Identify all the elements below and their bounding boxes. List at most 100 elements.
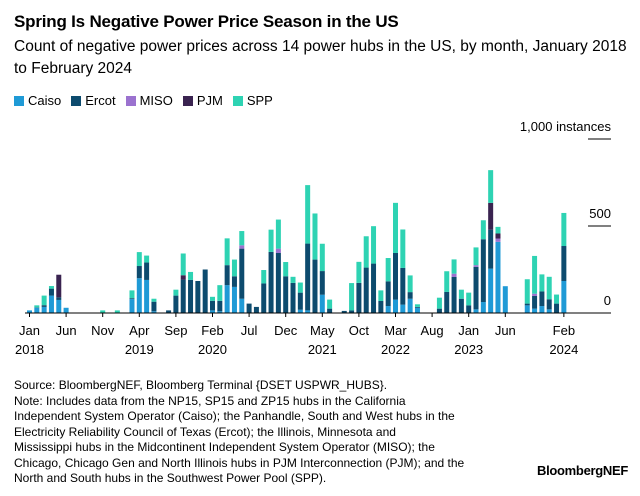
bar-spp xyxy=(488,170,494,203)
x-tick-label: Jul xyxy=(241,323,258,338)
legend-swatch xyxy=(14,95,24,106)
bar-ercot xyxy=(393,252,398,300)
bar-ercot xyxy=(275,252,281,313)
legend-label: MISO xyxy=(139,93,173,108)
bar-ercot xyxy=(385,281,391,307)
bar-ercot xyxy=(224,265,230,286)
bar-spp xyxy=(136,252,142,267)
bar-caiso xyxy=(495,241,501,313)
source-note: Source: BloombergNEF, Bloomberg Terminal… xyxy=(14,378,534,487)
source-line: Electricity Reliability Council of Texas… xyxy=(14,424,396,439)
bar-caiso xyxy=(239,298,245,313)
bar-spp xyxy=(524,279,530,304)
bar-ercot xyxy=(488,229,494,269)
x-year-label: 2018 xyxy=(15,342,44,357)
bar-spp xyxy=(349,283,355,311)
bar-caiso xyxy=(546,309,552,313)
bar-spp xyxy=(458,289,464,299)
x-tick-label: Dec xyxy=(274,323,298,338)
bar-caiso xyxy=(41,306,47,313)
bar-ercot xyxy=(48,288,54,296)
bar-caiso xyxy=(305,310,311,313)
bar-ercot xyxy=(524,303,530,306)
bar-ercot xyxy=(356,282,362,313)
bar-ercot xyxy=(41,305,47,307)
bar-spp xyxy=(407,275,413,293)
bar-pjm xyxy=(495,233,501,239)
bar-ercot xyxy=(371,263,377,313)
bar-ercot xyxy=(151,301,157,312)
bar-caiso xyxy=(144,279,150,313)
bar-caiso xyxy=(48,295,54,313)
x-year-label: 2021 xyxy=(308,342,337,357)
x-year-label: 2024 xyxy=(549,342,578,357)
bar-ercot xyxy=(253,306,259,313)
bar-caiso xyxy=(224,285,230,313)
bar-caiso xyxy=(27,310,32,313)
source-line: Source: BloombergNEF, Bloomberg Terminal… xyxy=(14,378,388,392)
legend-label: SPP xyxy=(246,93,273,108)
bar-spp xyxy=(319,243,325,272)
bar-ercot xyxy=(129,298,135,300)
bar-ercot xyxy=(188,279,194,313)
legend-item-ercot: Ercot xyxy=(71,93,116,108)
bar-spp xyxy=(444,271,450,292)
bar-ercot xyxy=(239,248,245,299)
bar-ercot xyxy=(319,271,325,295)
bar-ercot xyxy=(473,266,479,310)
bar-caiso xyxy=(561,280,567,313)
bar-spp xyxy=(363,236,369,268)
bar-spp xyxy=(261,270,267,284)
bar-caiso xyxy=(129,299,135,313)
bar-ercot xyxy=(444,291,450,313)
bar-ercot xyxy=(173,295,179,313)
bar-ercot xyxy=(290,282,296,313)
bar-ercot xyxy=(144,262,150,280)
bar-ercot xyxy=(436,308,442,313)
bar-ercot xyxy=(349,310,355,313)
y-tick-label: 0 xyxy=(604,293,611,308)
bar-spp xyxy=(480,220,486,240)
bar-caiso xyxy=(136,278,142,313)
bar-spp xyxy=(554,294,560,304)
bar-ercot xyxy=(341,310,347,313)
bar-ercot xyxy=(407,292,413,299)
y-tick-label: 500 xyxy=(589,206,611,221)
bar-caiso xyxy=(414,307,420,313)
bar-caiso xyxy=(532,308,538,313)
bar-ercot xyxy=(480,239,486,303)
bar-caiso xyxy=(539,306,545,313)
x-tick-label: Aug xyxy=(421,323,444,338)
bar-caiso xyxy=(400,304,406,313)
bar-miso xyxy=(239,245,245,249)
bar-spp xyxy=(451,259,457,274)
bar-spp xyxy=(231,259,237,277)
bar-spp xyxy=(436,297,442,309)
bar-ercot xyxy=(378,300,384,313)
bar-spp xyxy=(495,226,501,234)
legend-label: Caiso xyxy=(28,93,62,108)
bar-miso xyxy=(451,273,457,277)
x-tick-label: Jun xyxy=(495,323,516,338)
legend-item-miso: MISO xyxy=(125,93,173,108)
bar-caiso xyxy=(210,310,215,313)
x-tick-label: Feb xyxy=(201,323,223,338)
bar-ercot xyxy=(283,276,289,313)
bar-ercot xyxy=(400,267,406,305)
bar-ercot xyxy=(305,243,311,311)
bar-ercot xyxy=(136,266,142,279)
bar-spp xyxy=(114,310,120,313)
bar-spp xyxy=(414,304,420,307)
bar-spp xyxy=(151,298,157,302)
x-year-label: 2023 xyxy=(454,342,483,357)
chart-title: Spring Is Negative Power Price Season in… xyxy=(14,12,399,31)
x-tick-label: Apr xyxy=(129,323,150,338)
bar-caiso xyxy=(488,268,494,313)
bar-ercot xyxy=(546,299,552,310)
bar-ercot xyxy=(180,279,186,313)
x-tick-label: Mar xyxy=(384,323,407,338)
bar-spp xyxy=(371,226,377,264)
bar-caiso xyxy=(151,311,157,313)
bar-spp xyxy=(466,292,472,306)
bar-caiso xyxy=(319,294,325,313)
